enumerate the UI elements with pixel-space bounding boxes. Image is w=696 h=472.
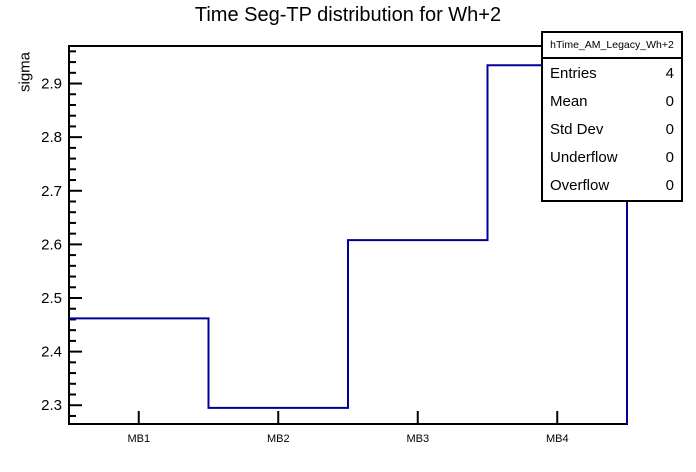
- stat-label: Mean: [550, 92, 588, 110]
- y-tick-label: 2.3: [41, 397, 62, 414]
- y-tick-label: 2.7: [41, 183, 62, 200]
- stat-value: 0: [665, 121, 674, 138]
- x-tick-label: MB2: [267, 433, 290, 445]
- stats-box-title: hTime_AM_Legacy_Wh+2: [543, 33, 681, 59]
- y-tick-label: 2.8: [41, 129, 62, 146]
- y-tick-label: 2.6: [41, 236, 62, 253]
- y-tick-label: 2.9: [41, 76, 62, 93]
- x-tick-label: MB4: [546, 433, 569, 445]
- stats-box: hTime_AM_Legacy_Wh+2 Entries 4 Mean 0 St…: [541, 31, 683, 202]
- x-tick-label: MB3: [406, 433, 429, 445]
- stats-row-mean: Mean 0: [543, 87, 681, 115]
- stat-value: 4: [665, 64, 674, 82]
- x-tick-label: MB1: [127, 433, 150, 445]
- stat-label: Entries: [550, 64, 597, 82]
- stat-label: Std Dev: [550, 121, 604, 138]
- stats-row-underflow: Underflow 0: [543, 144, 681, 172]
- stats-row-overflow: Overflow 0: [543, 172, 681, 200]
- stat-label: Underflow: [550, 149, 618, 167]
- y-tick-label: 2.4: [41, 344, 62, 361]
- stats-rows: Entries 4 Mean 0 Std Dev 0 Underflow 0 O…: [543, 59, 681, 200]
- stat-label: Overflow: [550, 177, 610, 195]
- y-tick-label: 2.5: [41, 290, 62, 307]
- stats-row-entries: Entries 4: [543, 59, 681, 87]
- chart-title: Time Seg-TP distribution for Wh+2: [194, 4, 502, 26]
- stat-value: 0: [665, 92, 674, 110]
- stats-row-stddev: Std Dev 0: [543, 115, 681, 143]
- stat-value: 0: [665, 149, 674, 167]
- stat-value: 0: [665, 177, 674, 195]
